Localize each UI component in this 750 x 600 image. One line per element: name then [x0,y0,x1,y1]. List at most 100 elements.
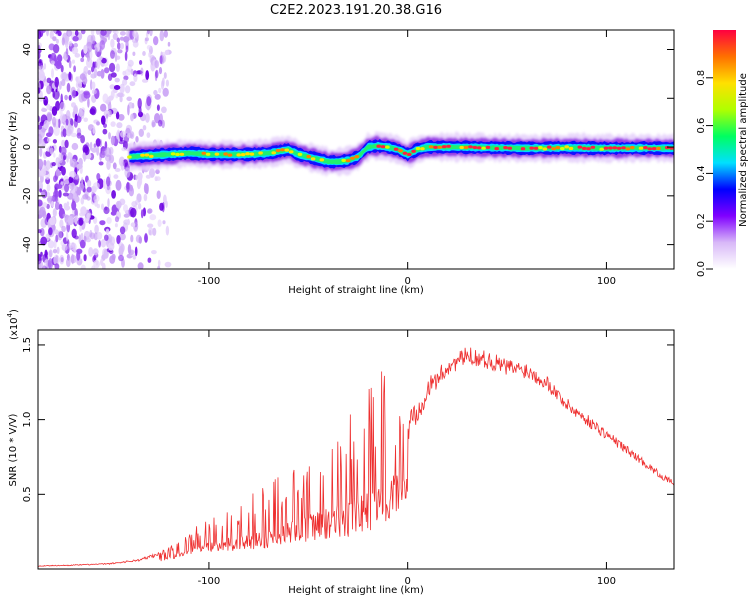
noise-speckle [102,93,109,103]
ridge-peak-mark [643,146,648,150]
noise-speckle [158,67,163,75]
noise-speckle [119,232,126,241]
noise-speckle [106,217,112,224]
noise-speckle [104,147,112,158]
noise-speckle [85,237,91,243]
noise-speckle [60,257,64,263]
noise-speckle [61,79,66,87]
noise-speckle [91,147,98,153]
ridge-peak-mark [376,144,382,148]
noise-speckle [167,41,171,47]
noise-speckle [133,73,138,83]
noise-speckle [165,79,169,87]
ridge-peak-mark [507,146,513,150]
ridge-peak-mark [398,149,403,153]
noise-speckle [71,59,75,64]
ridge-peak-mark [411,149,416,153]
noise-speckle [38,168,41,177]
noise-speckle [129,81,136,87]
noise-speckle [53,152,56,158]
noise-speckle [130,234,134,243]
noise-speckle [38,260,44,269]
noise-speckle [38,180,43,192]
noise-speckle [80,232,84,241]
ridge-peak-mark [476,146,482,150]
noise-speckle [61,244,68,251]
noise-speckle [60,146,67,156]
noise-speckle [113,174,119,179]
noise-speckle [96,70,103,77]
noise-speckle [60,113,66,123]
noise-speckle [78,217,84,226]
spectrogram-y-tick-label: 20 [22,92,33,105]
noise-speckle [39,147,43,157]
noise-speckle [51,201,54,208]
noise-speckle [110,72,117,78]
noise-speckle [98,240,101,248]
noise-speckle [91,89,97,95]
noise-speckle [50,60,56,65]
noise-speckle [89,108,96,115]
noise-speckle [149,30,153,37]
ridge-peak-mark [608,146,613,150]
noise-speckle [68,152,73,160]
ridge-peak-mark [656,146,661,151]
snr-x-ticks: -100 0 100 [198,330,616,587]
snr-scale-label: (x104) [6,309,20,340]
noise-speckle [114,77,120,83]
noise-speckle [125,30,129,38]
noise-speckle [138,128,144,137]
noise-speckle [88,247,94,257]
noise-speckle [132,254,137,260]
noise-speckle [63,155,66,161]
spectrogram-y-label: Frequency (Hz) [8,111,19,187]
ridge-peak-mark [612,146,618,150]
noise-speckle [93,67,98,78]
noise-speckle [80,206,87,216]
noise-speckle [132,40,139,48]
ridge-peak-mark [651,147,657,151]
noise-speckle [151,250,157,255]
noise-speckle [135,174,138,181]
noise-speckle [114,168,121,172]
ridge-peak-mark [354,155,360,159]
noise-speckle [105,113,109,119]
noise-speckle [142,51,146,56]
noise-speckle [71,253,75,265]
noise-speckle [100,258,104,266]
ridge-peak-mark [258,151,263,155]
noise-speckle [62,192,69,197]
ridge-peak-mark [564,145,569,149]
noise-speckle [55,38,60,44]
noise-speckle [145,70,150,81]
ridge-peak-mark [350,156,355,160]
noise-speckle [147,209,152,214]
noise-speckle [61,72,68,81]
ridge-peak-mark [446,144,451,148]
noise-speckle [98,56,103,61]
noise-speckle [69,182,76,190]
noise-speckle [118,242,124,248]
ridge-peak-mark [437,145,443,149]
noise-speckle [102,128,108,135]
noise-speckle [47,258,54,269]
noise-speckle [80,264,86,269]
noise-speckle [86,58,93,68]
colorbar-tick-label: 0.6 [696,118,707,134]
noise-speckle [137,203,142,210]
noise-speckle [159,202,164,211]
noise-speckle [52,90,60,100]
noise-speckle [57,30,62,37]
ridge-peak-mark [494,147,500,151]
noise-speckle [99,220,106,226]
noise-speckle [100,239,107,248]
noise-speckle [132,51,136,56]
spectrogram-x-label: Height of straight line (km) [288,285,424,296]
ridge-peak-mark [647,147,653,151]
noise-speckle [90,79,93,91]
noise-speckle [122,79,128,86]
noise-speckle [79,239,86,249]
noise-speckle [40,251,43,257]
snr-panel: -100 0 100 0.5 1.0 1.5 Height of straight li… [6,309,675,596]
spectrogram-x-tick-label: 100 [597,276,616,287]
